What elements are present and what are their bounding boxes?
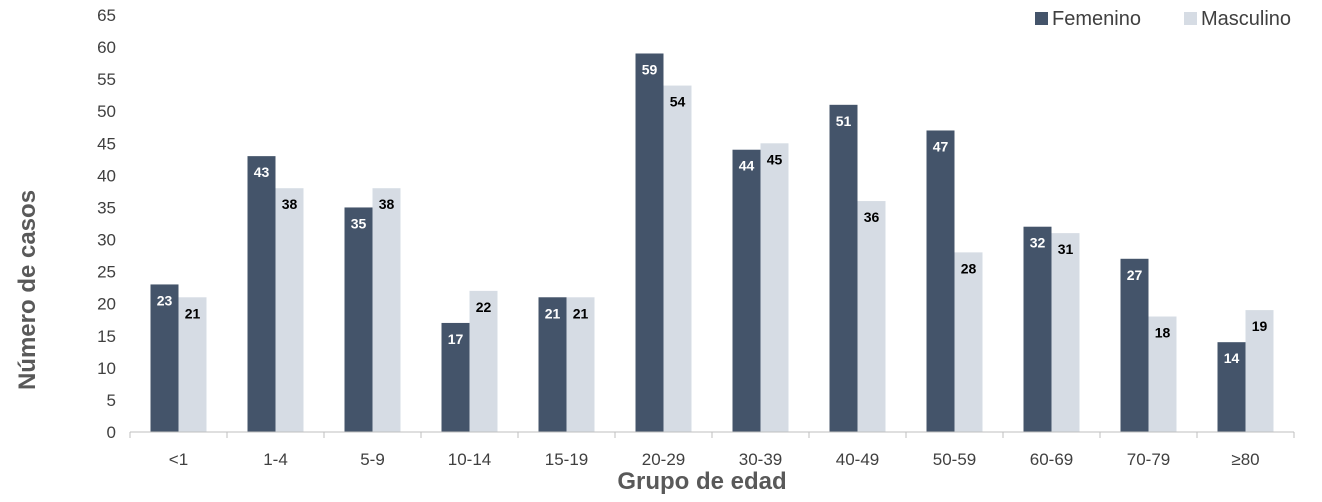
legend-label-femenino: Femenino [1052, 8, 1141, 30]
bar-femenino-6 [635, 53, 664, 432]
x-tick-label: 40-49 [836, 450, 879, 469]
x-axis-ticks: <1 1-4 5-9 10-14 15-19 20-29 30-39 40-49 50-59 60… [169, 450, 1260, 469]
bar-masculino-1 [178, 297, 207, 432]
bar-masculino-7 [760, 143, 789, 433]
bar-femenino-11 [1120, 258, 1149, 432]
bar-femenino-4 [441, 322, 470, 432]
y-tick-label: 30 [97, 231, 116, 250]
y-axis-title: Número de casos [14, 190, 41, 390]
bar-label-femenino-8: 51 [836, 113, 852, 129]
x-tick-label: 15-19 [545, 450, 588, 469]
y-tick-label: 50 [97, 102, 116, 121]
legend-swatch-femenino [1035, 12, 1048, 25]
x-tick-label: 1-4 [263, 450, 288, 469]
bar-masculino-6 [663, 85, 692, 433]
bar-femenino-12 [1217, 342, 1246, 432]
x-tick-label: 10-14 [448, 450, 491, 469]
bar-label-masculino-4: 22 [476, 299, 492, 315]
bar-label-femenino-12: 14 [1224, 350, 1240, 366]
y-tick-label: 25 [97, 263, 116, 282]
bar-masculino-2 [275, 188, 304, 432]
bar-masculino-3 [372, 188, 401, 432]
bar-femenino-7 [732, 149, 761, 432]
bar-label-masculino-9: 28 [961, 260, 977, 276]
bar-femenino-8 [829, 104, 858, 433]
x-tick-label: 30-39 [739, 450, 782, 469]
bar-femenino-2 [247, 156, 276, 432]
bar-femenino-9 [926, 130, 955, 432]
bar-masculino-8 [857, 201, 886, 432]
bar-label-femenino-5: 21 [545, 305, 561, 321]
x-tick-label: 50-59 [933, 450, 976, 469]
bar-data-labels: 23 21 43 38 35 38 17 22 21 21 59 54 44 45 51 36 47 28 32 31… [157, 61, 1268, 366]
bar-label-femenino-3: 35 [351, 215, 367, 231]
bar-label-femenino-11: 27 [1127, 267, 1143, 283]
x-tick-label: 20-29 [642, 450, 685, 469]
y-tick-label: 35 [97, 198, 116, 217]
y-tick-label: 10 [97, 359, 116, 378]
bar-label-femenino-9: 47 [933, 138, 949, 154]
y-tick-label: 65 [97, 6, 116, 25]
bar-label-masculino-7: 45 [767, 151, 783, 167]
x-tick-label: <1 [169, 450, 188, 469]
bar-label-masculino-8: 36 [864, 209, 880, 225]
y-tick-label: 45 [97, 134, 116, 153]
bar-masculino-11 [1148, 316, 1177, 432]
x-tick-label: 60-69 [1030, 450, 1073, 469]
bar-label-masculino-10: 31 [1058, 241, 1074, 257]
bar-label-masculino-12: 19 [1252, 318, 1268, 334]
y-tick-label: 0 [107, 423, 116, 442]
x-tick-label: ≥80 [1231, 450, 1259, 469]
y-tick-label: 60 [97, 38, 116, 57]
x-axis-title: Grupo de edad [617, 468, 786, 495]
y-tick-label: 40 [97, 166, 116, 185]
bar-femenino-1 [150, 284, 179, 432]
bar-label-femenino-2: 43 [254, 164, 270, 180]
bar-label-femenino-6: 59 [642, 61, 658, 77]
legend-label-masculino: Masculino [1201, 8, 1291, 30]
y-axis-ticks: 0 5 10 15 20 25 30 35 40 45 50 55 60 65 [97, 6, 116, 442]
bar-label-masculino-3: 38 [379, 196, 395, 212]
x-tick-label: 5-9 [360, 450, 385, 469]
bar-masculino-9 [954, 252, 983, 432]
x-axis [129, 431, 1295, 438]
y-tick-label: 5 [107, 391, 116, 410]
bar-label-femenino-10: 32 [1030, 235, 1046, 251]
bar-series [150, 53, 1274, 433]
bar-label-femenino-1: 23 [157, 292, 173, 308]
bar-femenino-5 [538, 297, 567, 432]
bar-label-masculino-6: 54 [670, 94, 686, 110]
bar-femenino-3 [344, 207, 373, 432]
bar-masculino-4 [469, 290, 498, 432]
bar-label-masculino-11: 18 [1155, 325, 1171, 341]
legend: Femenino Masculino [1035, 8, 1291, 30]
bar-masculino-10 [1051, 233, 1080, 432]
bar-femenino-10 [1023, 226, 1052, 432]
bar-masculino-12 [1245, 310, 1274, 432]
bar-label-masculino-5: 21 [573, 305, 589, 321]
bar-label-femenino-7: 44 [739, 158, 755, 174]
legend-swatch-masculino [1184, 12, 1197, 25]
bar-label-masculino-2: 38 [282, 196, 298, 212]
y-tick-label: 20 [97, 295, 116, 314]
bar-masculino-5 [566, 297, 595, 432]
y-tick-label: 15 [97, 327, 116, 346]
y-tick-label: 55 [97, 70, 116, 89]
bar-label-masculino-1: 21 [185, 305, 201, 321]
x-tick-label: 70-79 [1127, 450, 1170, 469]
bar-label-femenino-4: 17 [448, 331, 464, 347]
